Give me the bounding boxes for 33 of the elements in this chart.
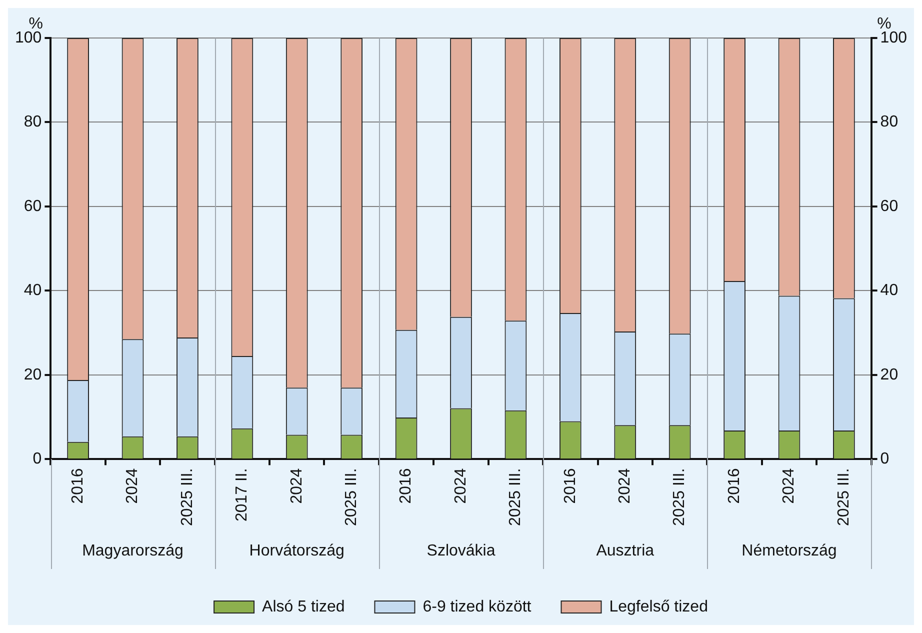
y2-tick-label: 80 <box>880 114 898 131</box>
x-tick-label: 2024 <box>452 468 470 504</box>
x-tick-label: 2016 <box>398 468 415 504</box>
x-tick-label: 2025 III. <box>342 468 360 526</box>
legend-label: 6-9 tized között <box>422 598 532 616</box>
legend-label: Legfelső tized <box>609 598 708 616</box>
y-tick-label: 20 <box>24 366 42 384</box>
x-tick-label: 2024 <box>124 468 142 504</box>
x-tick-label: 2016 <box>69 468 86 504</box>
y2-tick-label: 40 <box>880 282 898 300</box>
text: Horvátország <box>249 542 344 560</box>
legend-label: Alsó 5 tized <box>262 598 345 616</box>
x-tick-label: 2024 <box>616 468 634 504</box>
x-tick-label: 2025 III. <box>671 468 688 526</box>
x-tick-label: 2016 <box>562 468 579 504</box>
y2-tick-label: 60 <box>880 198 898 215</box>
y-tick-label: 0 <box>32 450 42 468</box>
text: Magyarország <box>82 542 184 560</box>
y-tick-label: 80 <box>24 114 42 131</box>
x-tick-label: 2025 III. <box>835 468 852 526</box>
x-tick-label: 2025 III. <box>507 468 524 526</box>
x-tick-label: 2016 <box>726 468 743 504</box>
y-tick-label: 40 <box>24 282 42 300</box>
x-tick-label: 2025 III. <box>178 468 196 526</box>
text: Németország <box>742 542 837 560</box>
y2-tick-label: 20 <box>880 366 898 384</box>
text: Ausztria <box>596 542 654 560</box>
y2-tick-label: 0 <box>880 450 890 468</box>
x-tick-label: 2017 II. <box>234 468 251 522</box>
y-tick-label: 60 <box>24 198 42 215</box>
text: Szlovákia <box>426 542 496 560</box>
x-tick-label: 2024 <box>288 468 306 504</box>
x-tick-label: 2024 <box>780 468 798 504</box>
